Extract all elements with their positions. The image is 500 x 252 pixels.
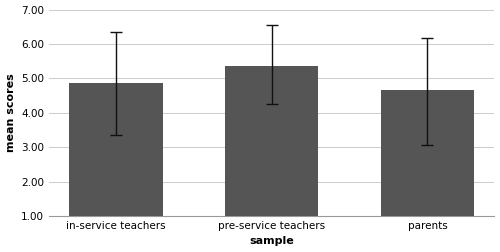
Bar bbox=[225, 66, 318, 216]
Bar bbox=[69, 83, 162, 216]
Y-axis label: mean scores: mean scores bbox=[6, 73, 16, 152]
X-axis label: sample: sample bbox=[250, 236, 294, 246]
Bar bbox=[380, 90, 474, 216]
